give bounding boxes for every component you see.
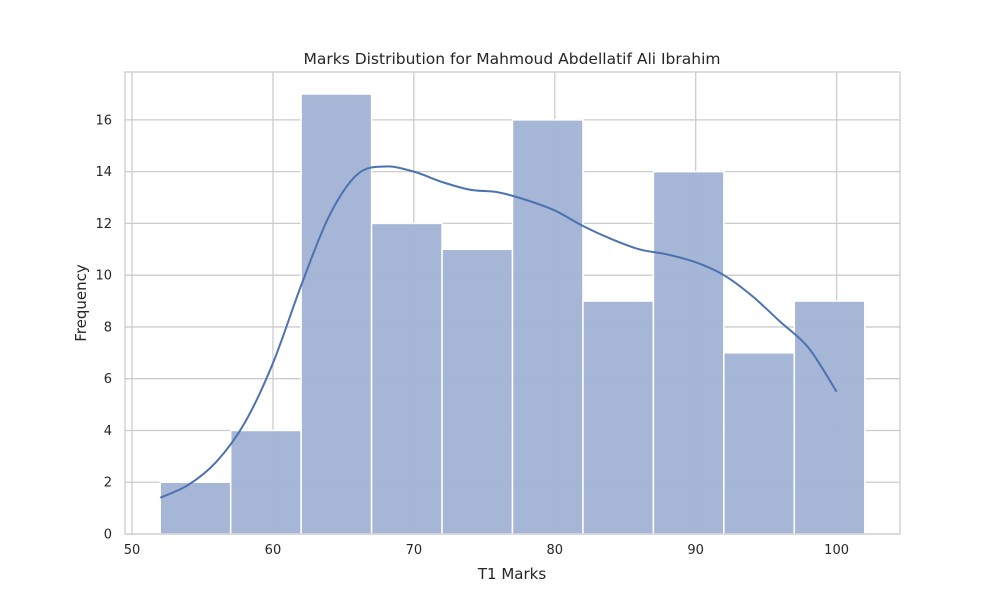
- histogram-bar: [652, 170, 725, 535]
- histogram-bar: [582, 300, 655, 535]
- y-tick-label: 10: [95, 269, 112, 284]
- x-axis-label: T1 Marks: [477, 565, 546, 583]
- histogram-bar: [441, 248, 514, 535]
- histogram-bar: [370, 222, 443, 535]
- y-tick-label: 0: [104, 528, 112, 543]
- histogram-bar: [511, 119, 584, 535]
- histogram-bar: [793, 300, 866, 535]
- histogram-bars: [159, 93, 866, 535]
- plot-frame: [124, 71, 901, 535]
- x-tick-label: 60: [265, 543, 282, 558]
- y-tick-label: 14: [95, 165, 112, 180]
- histogram-bar: [159, 481, 232, 535]
- y-tick-labels: 0 2 4 6 8 10 12 14 16: [95, 113, 112, 542]
- y-tick-label: 16: [95, 113, 112, 128]
- y-tick-label: 12: [95, 217, 112, 232]
- histogram-bar: [300, 93, 373, 535]
- histogram-bar: [229, 429, 302, 535]
- x-tick-label: 70: [406, 543, 423, 558]
- x-tick-label: 90: [687, 543, 704, 558]
- x-tick-label: 50: [124, 543, 141, 558]
- y-tick-label: 6: [104, 372, 112, 387]
- y-tick-label: 2: [104, 476, 112, 491]
- y-axis-label: Frequency: [72, 264, 90, 342]
- chart-title: Marks Distribution for Mahmoud Abdellati…: [303, 50, 720, 68]
- x-tick-label: 100: [824, 543, 849, 558]
- x-tick-labels: 50 60 70 80 90 100: [124, 543, 849, 558]
- y-tick-label: 4: [104, 424, 112, 439]
- histogram-bar: [723, 352, 796, 535]
- kde-curve: [159, 165, 838, 499]
- x-tick-label: 80: [546, 543, 563, 558]
- y-tick-label: 8: [104, 320, 112, 335]
